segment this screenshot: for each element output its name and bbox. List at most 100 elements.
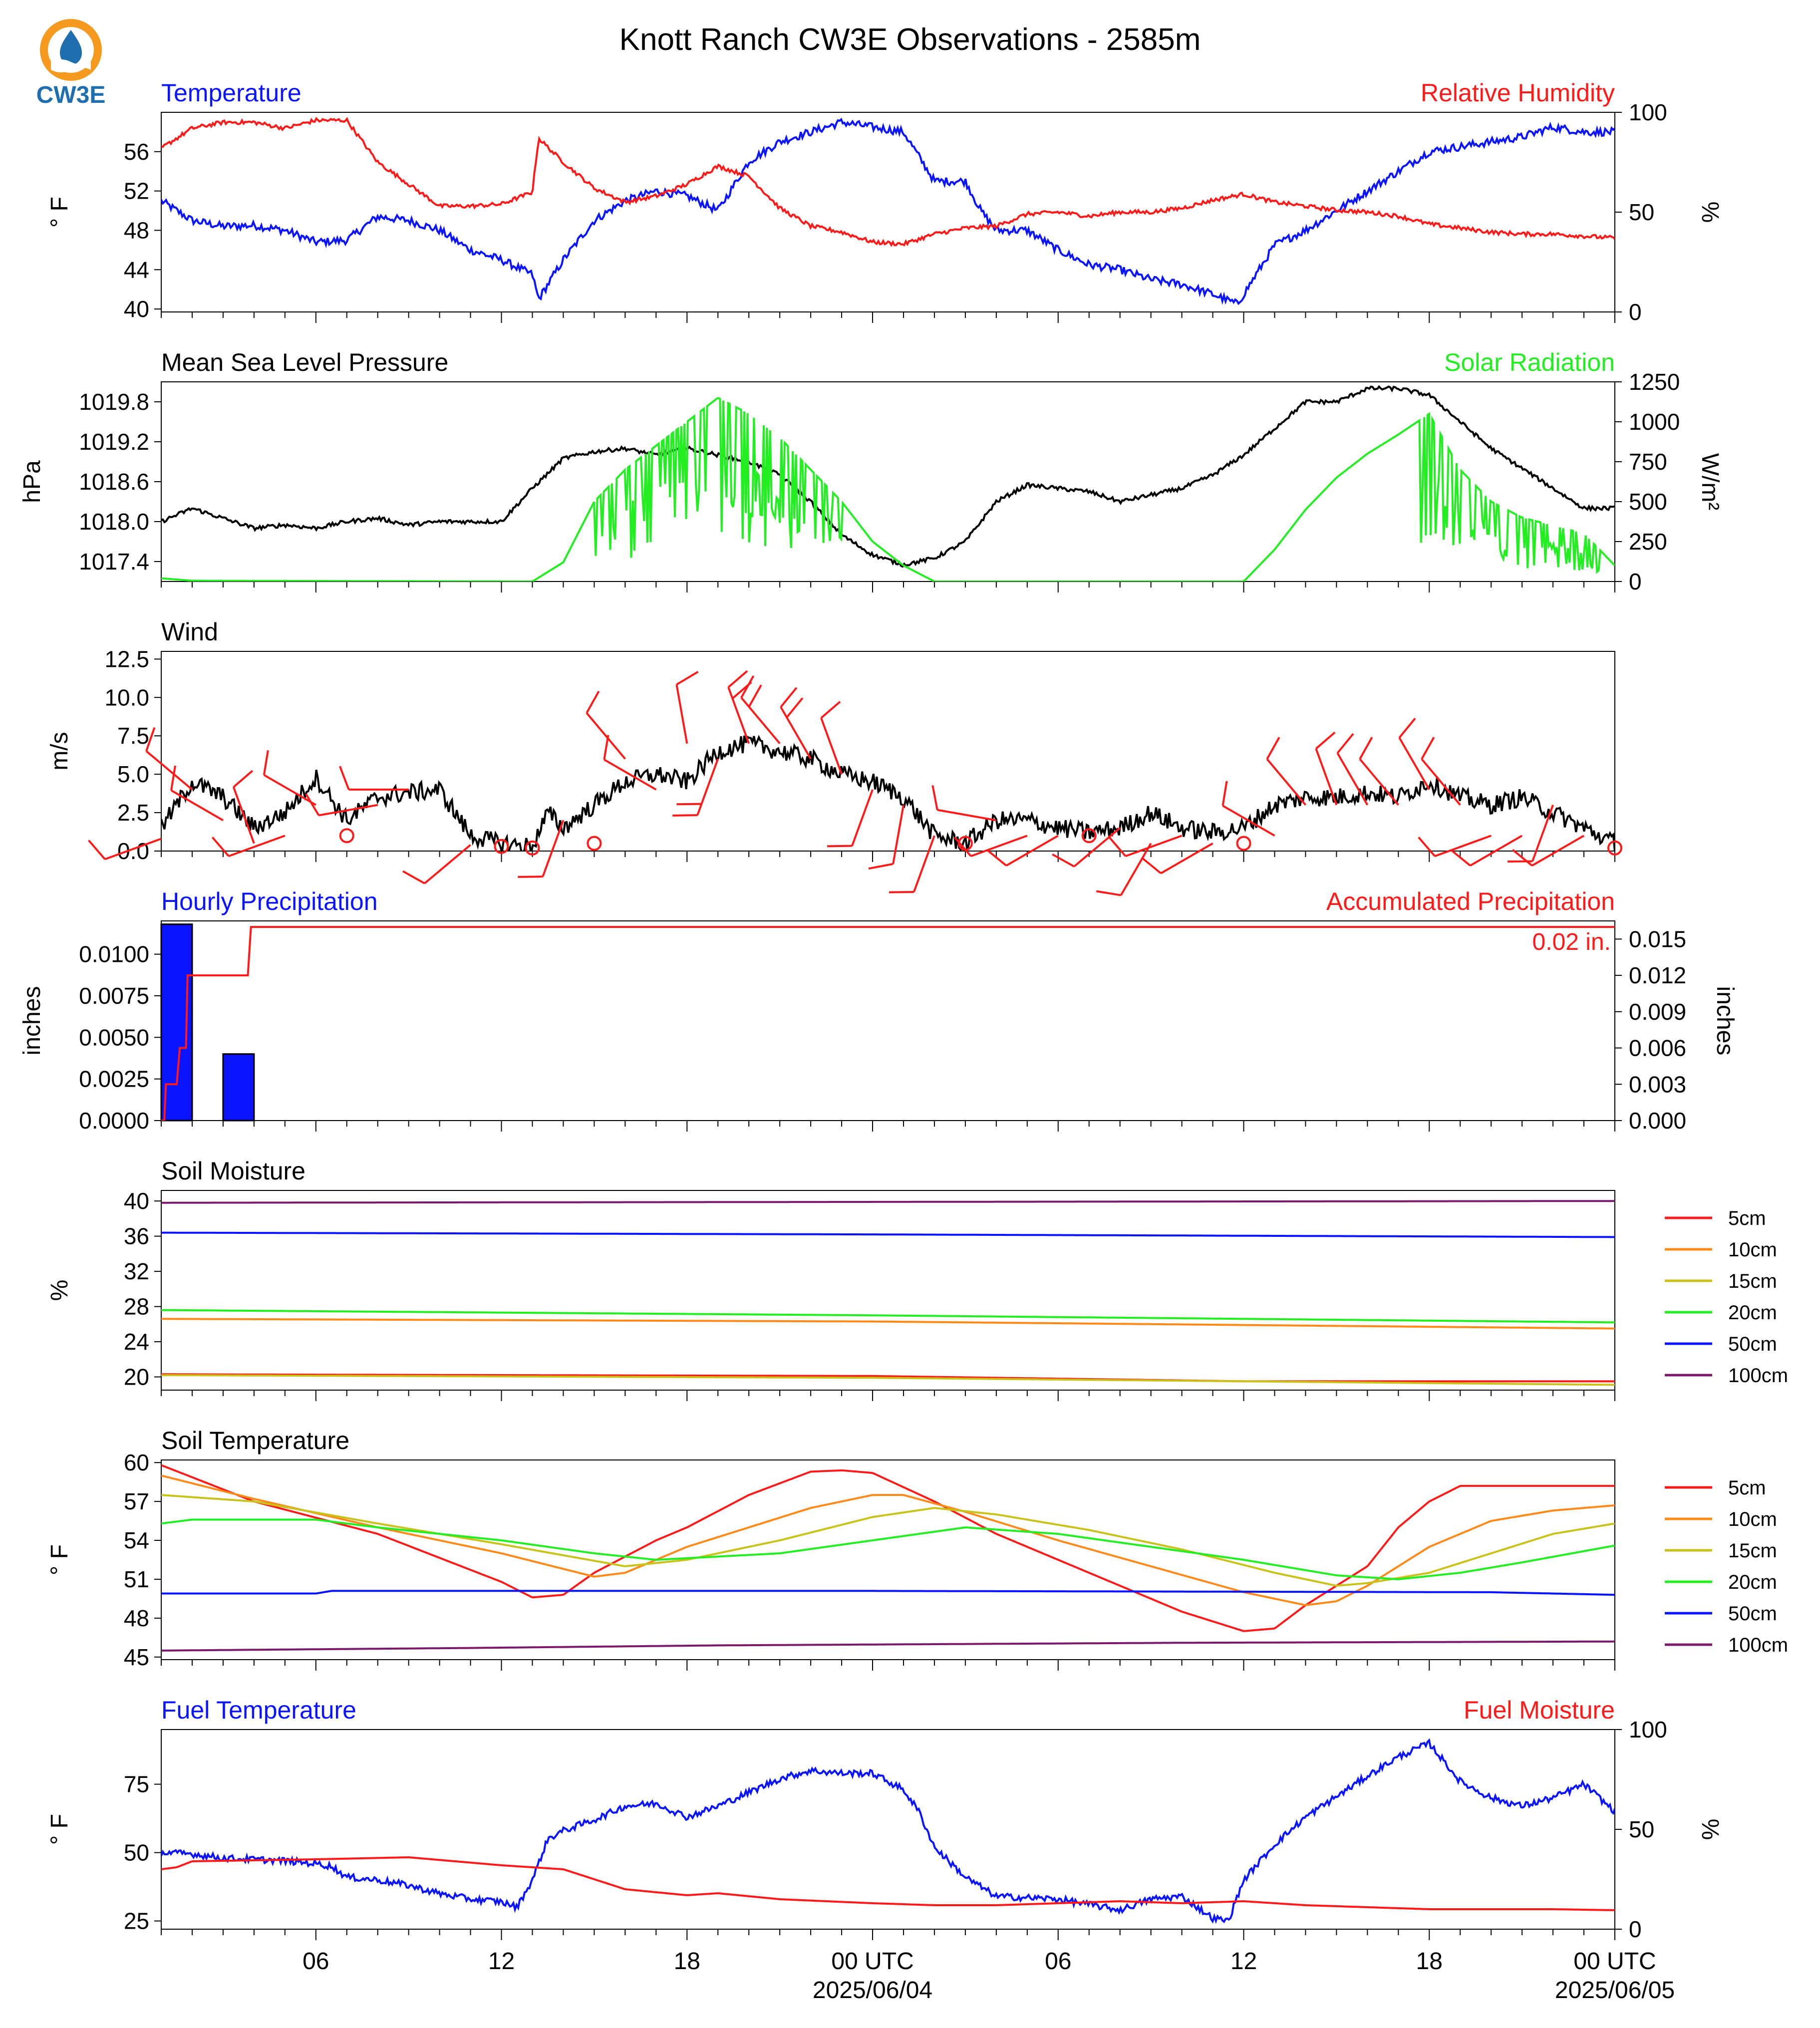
wind-barb — [740, 675, 781, 744]
wind-barb — [1359, 737, 1399, 806]
y-tick-label-right: 0 — [1629, 569, 1642, 594]
wind-barb — [953, 835, 1028, 858]
precip-bar — [222, 1053, 255, 1122]
wind-barb — [1512, 835, 1585, 867]
wind-barb — [1141, 842, 1213, 874]
wind-barb — [586, 690, 626, 760]
y-tick-label-left: 1019.8 — [79, 389, 149, 415]
y-tick-label-left: 1018.0 — [79, 509, 149, 535]
series-line-10cm — [161, 1318, 1615, 1330]
legend-label: 50cm — [1728, 1603, 1777, 1625]
wind-barb — [868, 805, 905, 870]
y-tick-label-right: 100 — [1629, 99, 1667, 125]
series-line-1 — [161, 117, 1615, 247]
wind-barb — [1266, 737, 1306, 806]
y-tick-label-left: 0.0050 — [79, 1024, 149, 1050]
y-tick-label-left: 40 — [124, 296, 149, 322]
wind-barb — [1108, 835, 1183, 858]
y-axis-label-right: W/m² — [1697, 453, 1723, 511]
panels: Temperature Relative Humidity 40 44 48 52 56 ° … — [19, 79, 1788, 1942]
legend-label: 20cm — [1728, 1302, 1777, 1324]
wind-barb — [305, 793, 378, 817]
panel-title-right: Fuel Moisture — [1464, 1696, 1615, 1724]
series-line-15cm — [161, 1494, 1615, 1587]
panel-title-left: Mean Sea Level Pressure — [161, 348, 448, 376]
y-tick-label-left: 54 — [124, 1527, 149, 1553]
y-axis-label-left: inches — [19, 986, 45, 1056]
x-tick-label: 18 — [1416, 1948, 1443, 1975]
series-line-20cm — [161, 1518, 1615, 1580]
x-date-label: 2025/06/04 — [813, 1977, 932, 2004]
wind-barb-calm — [1607, 840, 1622, 856]
wind-barb-calm — [587, 836, 602, 851]
plot-frame — [161, 381, 1615, 582]
panel-title-left: Hourly Precipitation — [161, 887, 378, 915]
cw3e-logo: CW3E — [31, 14, 111, 108]
legend-label: 5cm — [1728, 1477, 1766, 1499]
x-tick-label: 12 — [488, 1948, 515, 1975]
legend-label: 10cm — [1728, 1239, 1777, 1261]
y-axis-label-left: hPa — [19, 460, 45, 503]
y-axis-label-left: % — [46, 1280, 73, 1301]
series-line-100cm — [161, 1200, 1615, 1204]
y-tick-label-left: 0.0100 — [79, 941, 149, 967]
panel-soil_temp: Soil Temperature 45 48 51 54 57 60 ° F 5cm 10cm 15… — [46, 1427, 1788, 1671]
wind-barb — [1418, 835, 1492, 858]
chart-title: Knott Ranch CW3E Observations - 2585m — [619, 22, 1201, 57]
y-tick-label-right: 0 — [1629, 299, 1642, 325]
y-tick-label-left: 60 — [124, 1449, 149, 1475]
y-axis-label-right: inches — [1712, 986, 1738, 1056]
y-tick-label-left: 57 — [124, 1488, 149, 1514]
panel-title-left: Temperature — [161, 79, 302, 107]
y-axis-label-left: ° F — [46, 197, 73, 228]
y-tick-label-left: 2.5 — [117, 800, 149, 826]
x-tick-label: 12 — [1230, 1948, 1257, 1975]
accumulated-label: 0.02 in. — [1532, 929, 1611, 955]
series-line-0 — [161, 117, 1615, 305]
wind-barb — [780, 687, 812, 760]
series-line-0 — [161, 735, 1615, 851]
wind-barb — [232, 770, 255, 844]
y-tick-label-left: 45 — [124, 1644, 149, 1670]
panel-title-right: Accumulated Precipitation — [1326, 887, 1615, 915]
x-tick-label: 06 — [1045, 1948, 1071, 1975]
y-tick-label-right: 0.009 — [1629, 999, 1686, 1025]
wind-barb — [672, 758, 719, 817]
y-tick-label-right: 0.006 — [1629, 1035, 1686, 1061]
series-line-15cm — [161, 1374, 1615, 1386]
panel-wind: Wind 0.0 2.5 5.0 7.5 10.0 12.5 m/s — [46, 618, 1622, 896]
wind-barb — [986, 835, 1059, 867]
y-tick-label-left: 48 — [124, 217, 149, 243]
panel-title-right: Relative Humidity — [1421, 79, 1615, 107]
panel-title-left: Soil Moisture — [161, 1157, 305, 1185]
series-line-1 — [161, 1856, 1615, 1911]
wind-barb — [931, 785, 997, 822]
legend-label: 50cm — [1728, 1333, 1777, 1355]
y-tick-label-left: 5.0 — [117, 761, 149, 787]
y-tick-label-right: 500 — [1629, 489, 1667, 515]
panel-pressure_solar: Mean Sea Level Pressure Solar Radiation 10… — [19, 348, 1723, 594]
wind-barb — [339, 766, 409, 791]
series-line-5cm — [161, 1373, 1615, 1383]
wind-barb — [211, 835, 286, 858]
wind-barb — [1450, 835, 1523, 867]
wind-barb — [170, 765, 224, 822]
y-tick-label-right: 100 — [1629, 1717, 1667, 1742]
wind-barb — [1336, 733, 1369, 806]
x-tick-label: 00 UTC — [1573, 1948, 1656, 1975]
y-tick-label-right: 1250 — [1629, 369, 1680, 395]
y-tick-label-right: 0.000 — [1629, 1108, 1686, 1134]
panel-title-left: Fuel Temperature — [161, 1696, 356, 1724]
y-axis-label-left: ° F — [46, 1814, 73, 1845]
wind-barb — [145, 727, 193, 791]
y-axis-label-right: % — [1697, 1819, 1723, 1840]
series-line-50cm — [161, 1590, 1615, 1596]
y-tick-label-left: 40 — [124, 1188, 149, 1214]
wind-barb — [518, 820, 565, 878]
legend-label: 20cm — [1728, 1571, 1777, 1593]
wind-barb — [603, 735, 657, 791]
plot-frame — [161, 651, 1615, 852]
legend-label: 5cm — [1728, 1207, 1766, 1229]
y-tick-label-left: 50 — [124, 1840, 149, 1866]
series-line-5cm — [161, 1464, 1615, 1632]
